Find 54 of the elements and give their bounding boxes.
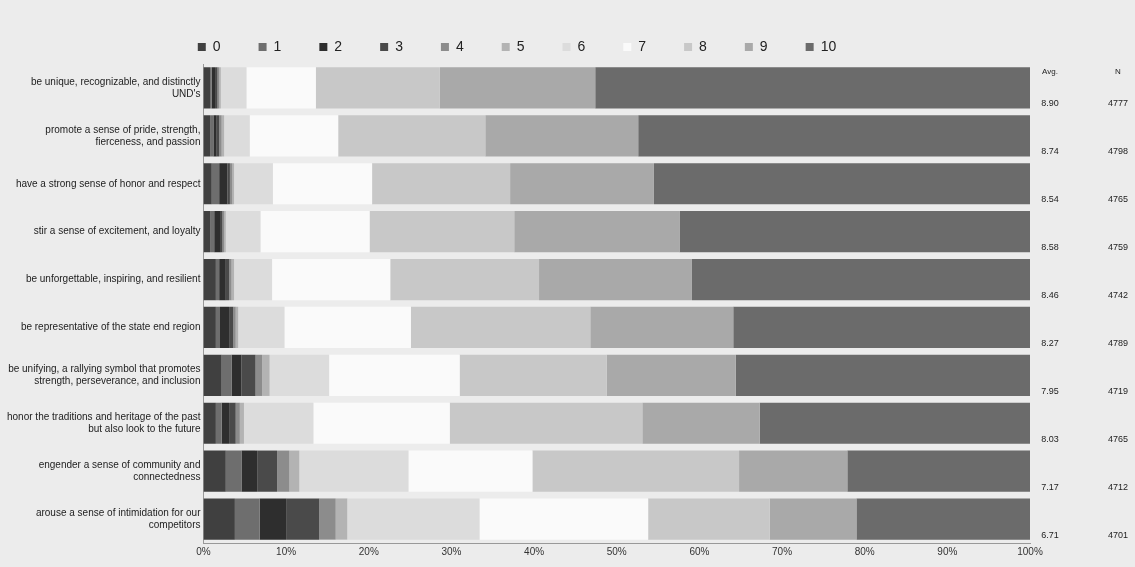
- text: 4759: [1107, 242, 1129, 253]
- text: N: [1115, 67, 1122, 77]
- text: 8.74: [1041, 146, 1059, 157]
- text: 4777: [1107, 98, 1129, 109]
- legend-label: 4: [455, 37, 464, 54]
- text: 4789: [1107, 337, 1129, 348]
- legend-label: 9: [759, 37, 768, 54]
- x-tick-label: 30%: [441, 545, 462, 557]
- text: 4765: [1107, 433, 1129, 444]
- x-tick-label: 0%: [196, 545, 211, 557]
- legend-label: 3: [395, 37, 404, 54]
- text: 4701: [1107, 529, 1129, 540]
- legend-label: 6: [577, 37, 586, 54]
- x-tick-label: 40%: [524, 545, 545, 557]
- y-tick-label: promote a sense of pride, strength, fierceness, and passion: [45, 123, 201, 147]
- x-tick-label: 80%: [854, 545, 875, 557]
- text: 8.54: [1041, 194, 1059, 205]
- text: Avg.: [1042, 67, 1058, 77]
- legend-label: 8: [699, 37, 708, 54]
- text: 8.03: [1041, 433, 1059, 444]
- text: 8.46: [1041, 290, 1059, 301]
- text: 8.90: [1041, 98, 1059, 109]
- y-tick-label: be representative of the state end region: [20, 321, 201, 333]
- x-tick-label: 50%: [606, 545, 627, 557]
- x-tick-label: 60%: [689, 545, 710, 557]
- text: 6.71: [1041, 529, 1059, 540]
- legend-label: 1: [273, 37, 282, 54]
- text: 4719: [1107, 385, 1129, 396]
- x-tick-label: 10%: [276, 545, 297, 557]
- text: 4765: [1107, 194, 1129, 205]
- y-tick-label: stir a sense of excitement, and loyalty: [33, 225, 201, 237]
- y-tick-label: honor the traditions and heritage of the past but also look to the future: [7, 411, 201, 434]
- text: 8.58: [1041, 242, 1059, 253]
- x-tick-label: 20%: [358, 545, 379, 557]
- legend-label: 7: [638, 37, 647, 54]
- legend-label: 0: [212, 37, 221, 54]
- y-tick-label: be unifying, a rallying symbol that promotes strength, perseverance, and inclusion: [8, 363, 201, 387]
- text: 4798: [1107, 146, 1129, 157]
- x-tick-label: 100%: [1017, 545, 1043, 557]
- y-tick-label: be unique, recognizable, and distinctly UND's: [30, 75, 201, 99]
- text: 7.95: [1041, 385, 1059, 396]
- x-tick-label: 90%: [937, 545, 958, 557]
- y-tick-label: arouse a sense of intimidation for our competitors: [35, 506, 202, 530]
- y-tick-label: engender a sense of community and connectedness: [38, 458, 201, 482]
- text: 4742: [1107, 290, 1129, 301]
- y-tick-label: be unforgettable, inspiring, and resilient: [25, 273, 201, 285]
- text: 8.27: [1041, 337, 1059, 348]
- legend-label: 10: [820, 37, 837, 54]
- text: 4712: [1107, 481, 1129, 492]
- text: 7.17: [1041, 481, 1059, 492]
- y-tick-label: have a strong sense of honor and respect: [15, 177, 201, 189]
- legend-label: 5: [516, 37, 525, 54]
- legend-label: 2: [334, 37, 343, 54]
- x-tick-label: 70%: [772, 545, 793, 557]
